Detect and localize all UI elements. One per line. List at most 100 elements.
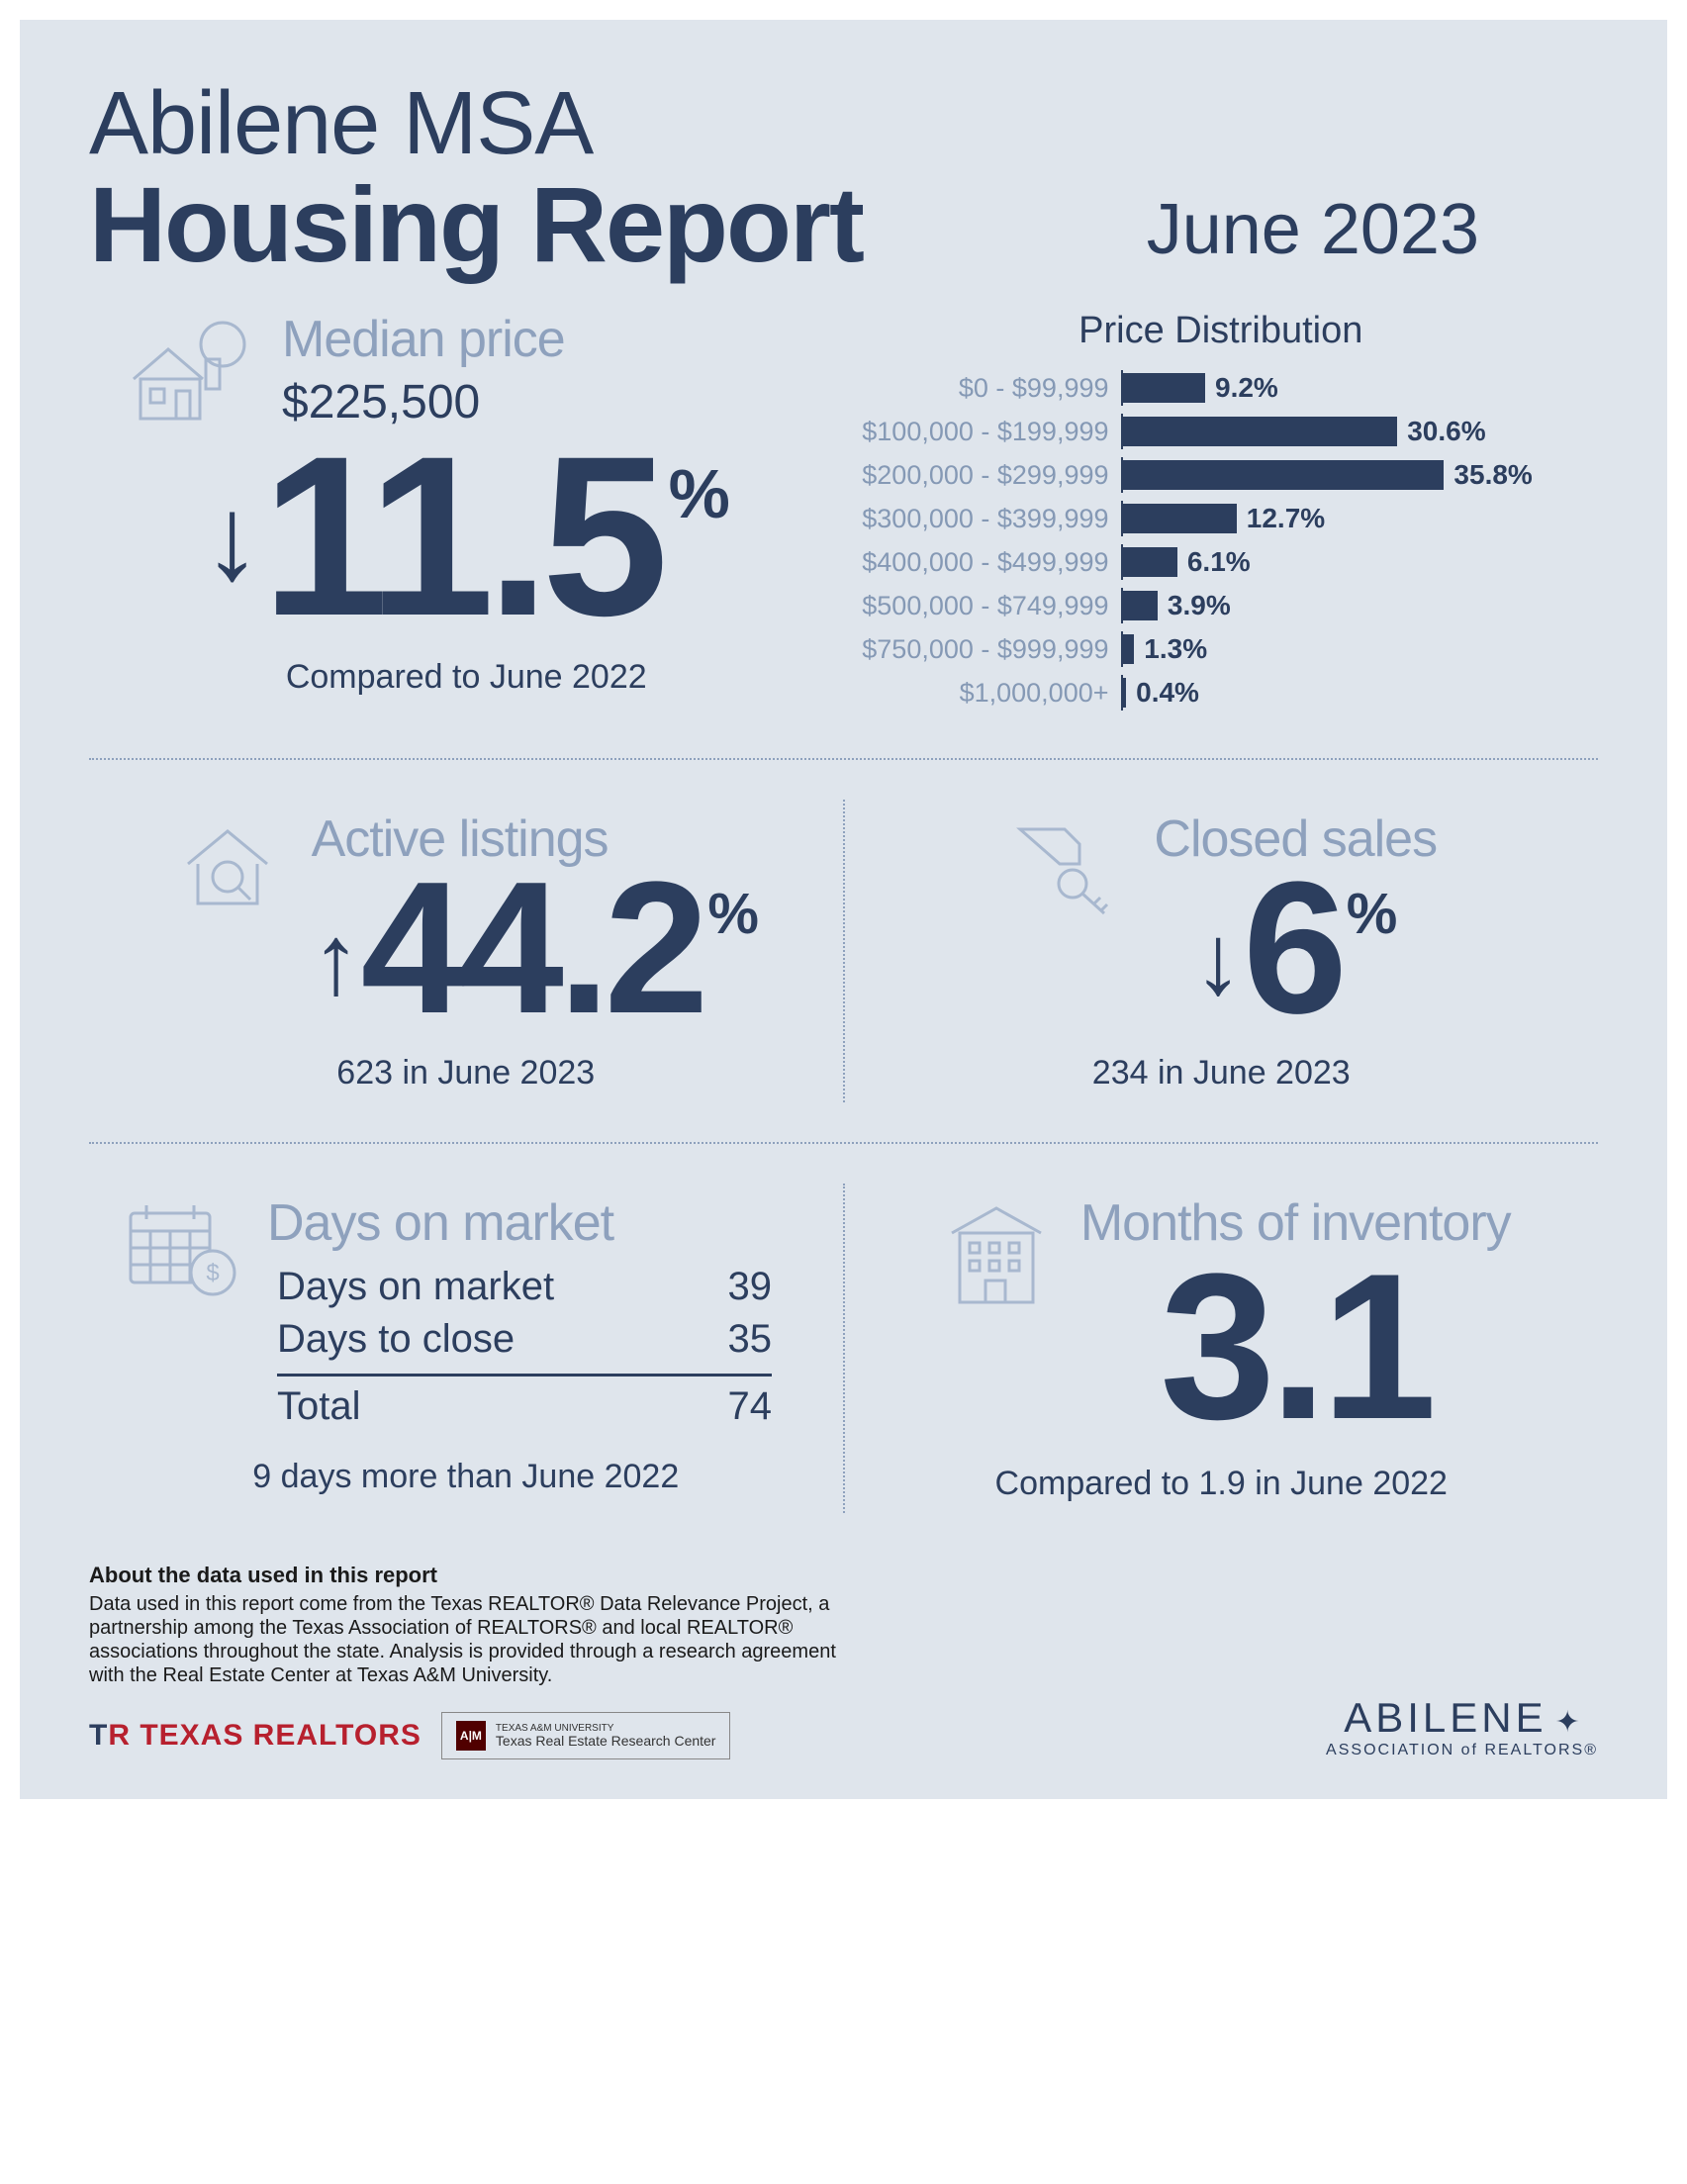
top-section: Median price $225,500 ↓ 11.5 % Compared … (89, 310, 1598, 718)
median-label: Median price (282, 310, 565, 369)
dom-row1-val: 39 (728, 1265, 773, 1309)
closed-caption: 234 in June 2023 (865, 1054, 1579, 1092)
date-heading: June 2023 (1147, 189, 1598, 280)
bar-label: $750,000 - $999,999 (844, 634, 1121, 665)
bar-value: 35.8% (1453, 459, 1532, 491)
bar-track: 9.2% (1121, 370, 1599, 406)
dom-row: Days on market 39 (277, 1261, 772, 1313)
bar-label: $200,000 - $299,999 (844, 460, 1121, 491)
title-line1: Abilene MSA (89, 79, 863, 168)
header-row: Abilene MSA Housing Report June 2023 (89, 79, 1598, 280)
house-icon (119, 310, 257, 428)
dom-total-row: Total 74 (277, 1374, 772, 1433)
inventory-value: 3.1 (1080, 1253, 1511, 1440)
keys-icon (1005, 809, 1134, 918)
bar-fill (1123, 460, 1445, 490)
dom-row: Days to close 35 (277, 1313, 772, 1366)
building-icon (932, 1193, 1061, 1312)
active-pct: 44.2 (361, 869, 703, 1029)
inventory-block: Months of inventory 3.1 Compared to 1.9 … (845, 1184, 1599, 1513)
tamu-logo: A|M TEXAS A&M UNIVERSITY Texas Real Esta… (441, 1712, 731, 1759)
down-arrow-icon: ↓ (1193, 903, 1243, 1017)
dom-row2-label: Days to close (277, 1317, 515, 1362)
bars-container: $0 - $99,999 9.2% $100,000 - $199,999 30.6%… (844, 370, 1599, 711)
bar-fill (1123, 678, 1127, 708)
bottom-section: $ Days on market Days on market 39 Days … (89, 1184, 1598, 1513)
bar-label: $100,000 - $199,999 (844, 417, 1121, 447)
dom-caption: 9 days more than June 2022 (119, 1458, 813, 1496)
bar-label: $300,000 - $399,999 (844, 504, 1121, 534)
house-search-icon (173, 809, 292, 918)
median-caption: Compared to June 2022 (89, 658, 844, 697)
about-heading: About the data used in this report (89, 1563, 861, 1588)
bar-track: 35.8% (1121, 457, 1599, 493)
dom-total-val: 74 (728, 1384, 773, 1429)
bar-row: $1,000,000+ 0.4% (844, 675, 1599, 711)
percent-symbol: % (1347, 881, 1398, 947)
bar-track: 6.1% (1121, 544, 1599, 580)
dom-total-label: Total (277, 1384, 361, 1429)
median-change-stat: ↓ 11.5 % (89, 439, 844, 633)
closed-sales-block: Closed sales ↓ 6 % 234 in June 2023 (845, 800, 1599, 1102)
bar-track: 0.4% (1121, 675, 1599, 711)
bar-row: $400,000 - $499,999 6.1% (844, 544, 1599, 580)
dom-label: Days on market (267, 1193, 813, 1253)
bar-row: $100,000 - $199,999 30.6% (844, 414, 1599, 449)
svg-text:$: $ (206, 1260, 219, 1286)
abilene-logo: ABILENE ✦ ASSOCIATION of REALTORS® (1326, 1694, 1598, 1759)
about-text: Data used in this report come from the T… (89, 1592, 861, 1687)
bar-label: $1,000,000+ (844, 678, 1121, 709)
price-distribution-chart: Price Distribution $0 - $99,999 9.2% $100,… (844, 310, 1599, 718)
bar-track: 3.9% (1121, 588, 1599, 623)
down-arrow-icon: ↓ (203, 479, 262, 598)
bar-value: 9.2% (1215, 372, 1278, 404)
tamu-line2: Texas Real Estate Research Center (496, 1734, 716, 1749)
active-listings-block: Active listings ↑ 44.2 % 623 in June 202… (89, 800, 843, 1102)
title-line2: Housing Report (89, 168, 863, 280)
bar-track: 12.7% (1121, 501, 1599, 536)
logos-row: TR TEXAS REALTORS A|M TEXAS A&M UNIVERSI… (89, 1712, 861, 1759)
median-price-block: Median price $225,500 ↓ 11.5 % Compared … (89, 310, 844, 718)
mid-section: Active listings ↑ 44.2 % 623 in June 202… (89, 800, 1598, 1102)
texas-shape-icon: ✦ (1555, 1705, 1580, 1740)
abilene-sub: ASSOCIATION of REALTORS® (1326, 1742, 1598, 1759)
bar-row: $500,000 - $749,999 3.9% (844, 588, 1599, 623)
abilene-name: ABILENE (1344, 1694, 1546, 1741)
bar-track: 1.3% (1121, 631, 1599, 667)
up-arrow-icon: ↑ (312, 903, 361, 1017)
bar-fill (1123, 417, 1398, 446)
bar-row: $750,000 - $999,999 1.3% (844, 631, 1599, 667)
report-page: Abilene MSA Housing Report June 2023 Med… (20, 20, 1667, 1799)
texas-realtors-logo: TR TEXAS REALTORS (89, 1719, 422, 1753)
bar-row: $200,000 - $299,999 35.8% (844, 457, 1599, 493)
closed-pct: 6 (1243, 869, 1342, 1029)
bar-label: $0 - $99,999 (844, 373, 1121, 404)
bar-value: 0.4% (1136, 677, 1199, 709)
bar-value: 1.3% (1144, 633, 1207, 665)
dom-row1-label: Days on market (277, 1265, 554, 1309)
active-caption: 623 in June 2023 (109, 1054, 823, 1092)
divider (89, 1142, 1598, 1144)
bar-value: 3.9% (1168, 590, 1231, 621)
median-pct: 11.5 (262, 439, 661, 633)
bar-label: $400,000 - $499,999 (844, 547, 1121, 578)
bar-row: $0 - $99,999 9.2% (844, 370, 1599, 406)
dom-table: Days on market 39 Days to close 35 Total… (277, 1261, 813, 1433)
calendar-dollar-icon: $ (119, 1193, 247, 1302)
bar-value: 12.7% (1247, 503, 1325, 534)
bar-fill (1123, 547, 1177, 577)
percent-symbol: % (669, 454, 730, 533)
chart-title: Price Distribution (844, 310, 1599, 352)
footer: About the data used in this report Data … (89, 1563, 1598, 1759)
bar-fill (1123, 591, 1158, 620)
bar-row: $300,000 - $399,999 12.7% (844, 501, 1599, 536)
bar-value: 6.1% (1187, 546, 1251, 578)
bar-fill (1123, 634, 1135, 664)
footer-left: About the data used in this report Data … (89, 1563, 861, 1759)
days-on-market-block: $ Days on market Days on market 39 Days … (89, 1184, 843, 1513)
percent-symbol: % (707, 881, 759, 947)
bar-fill (1123, 373, 1206, 403)
dom-row2-val: 35 (728, 1317, 773, 1362)
bar-value: 30.6% (1407, 416, 1485, 447)
bar-label: $500,000 - $749,999 (844, 591, 1121, 621)
